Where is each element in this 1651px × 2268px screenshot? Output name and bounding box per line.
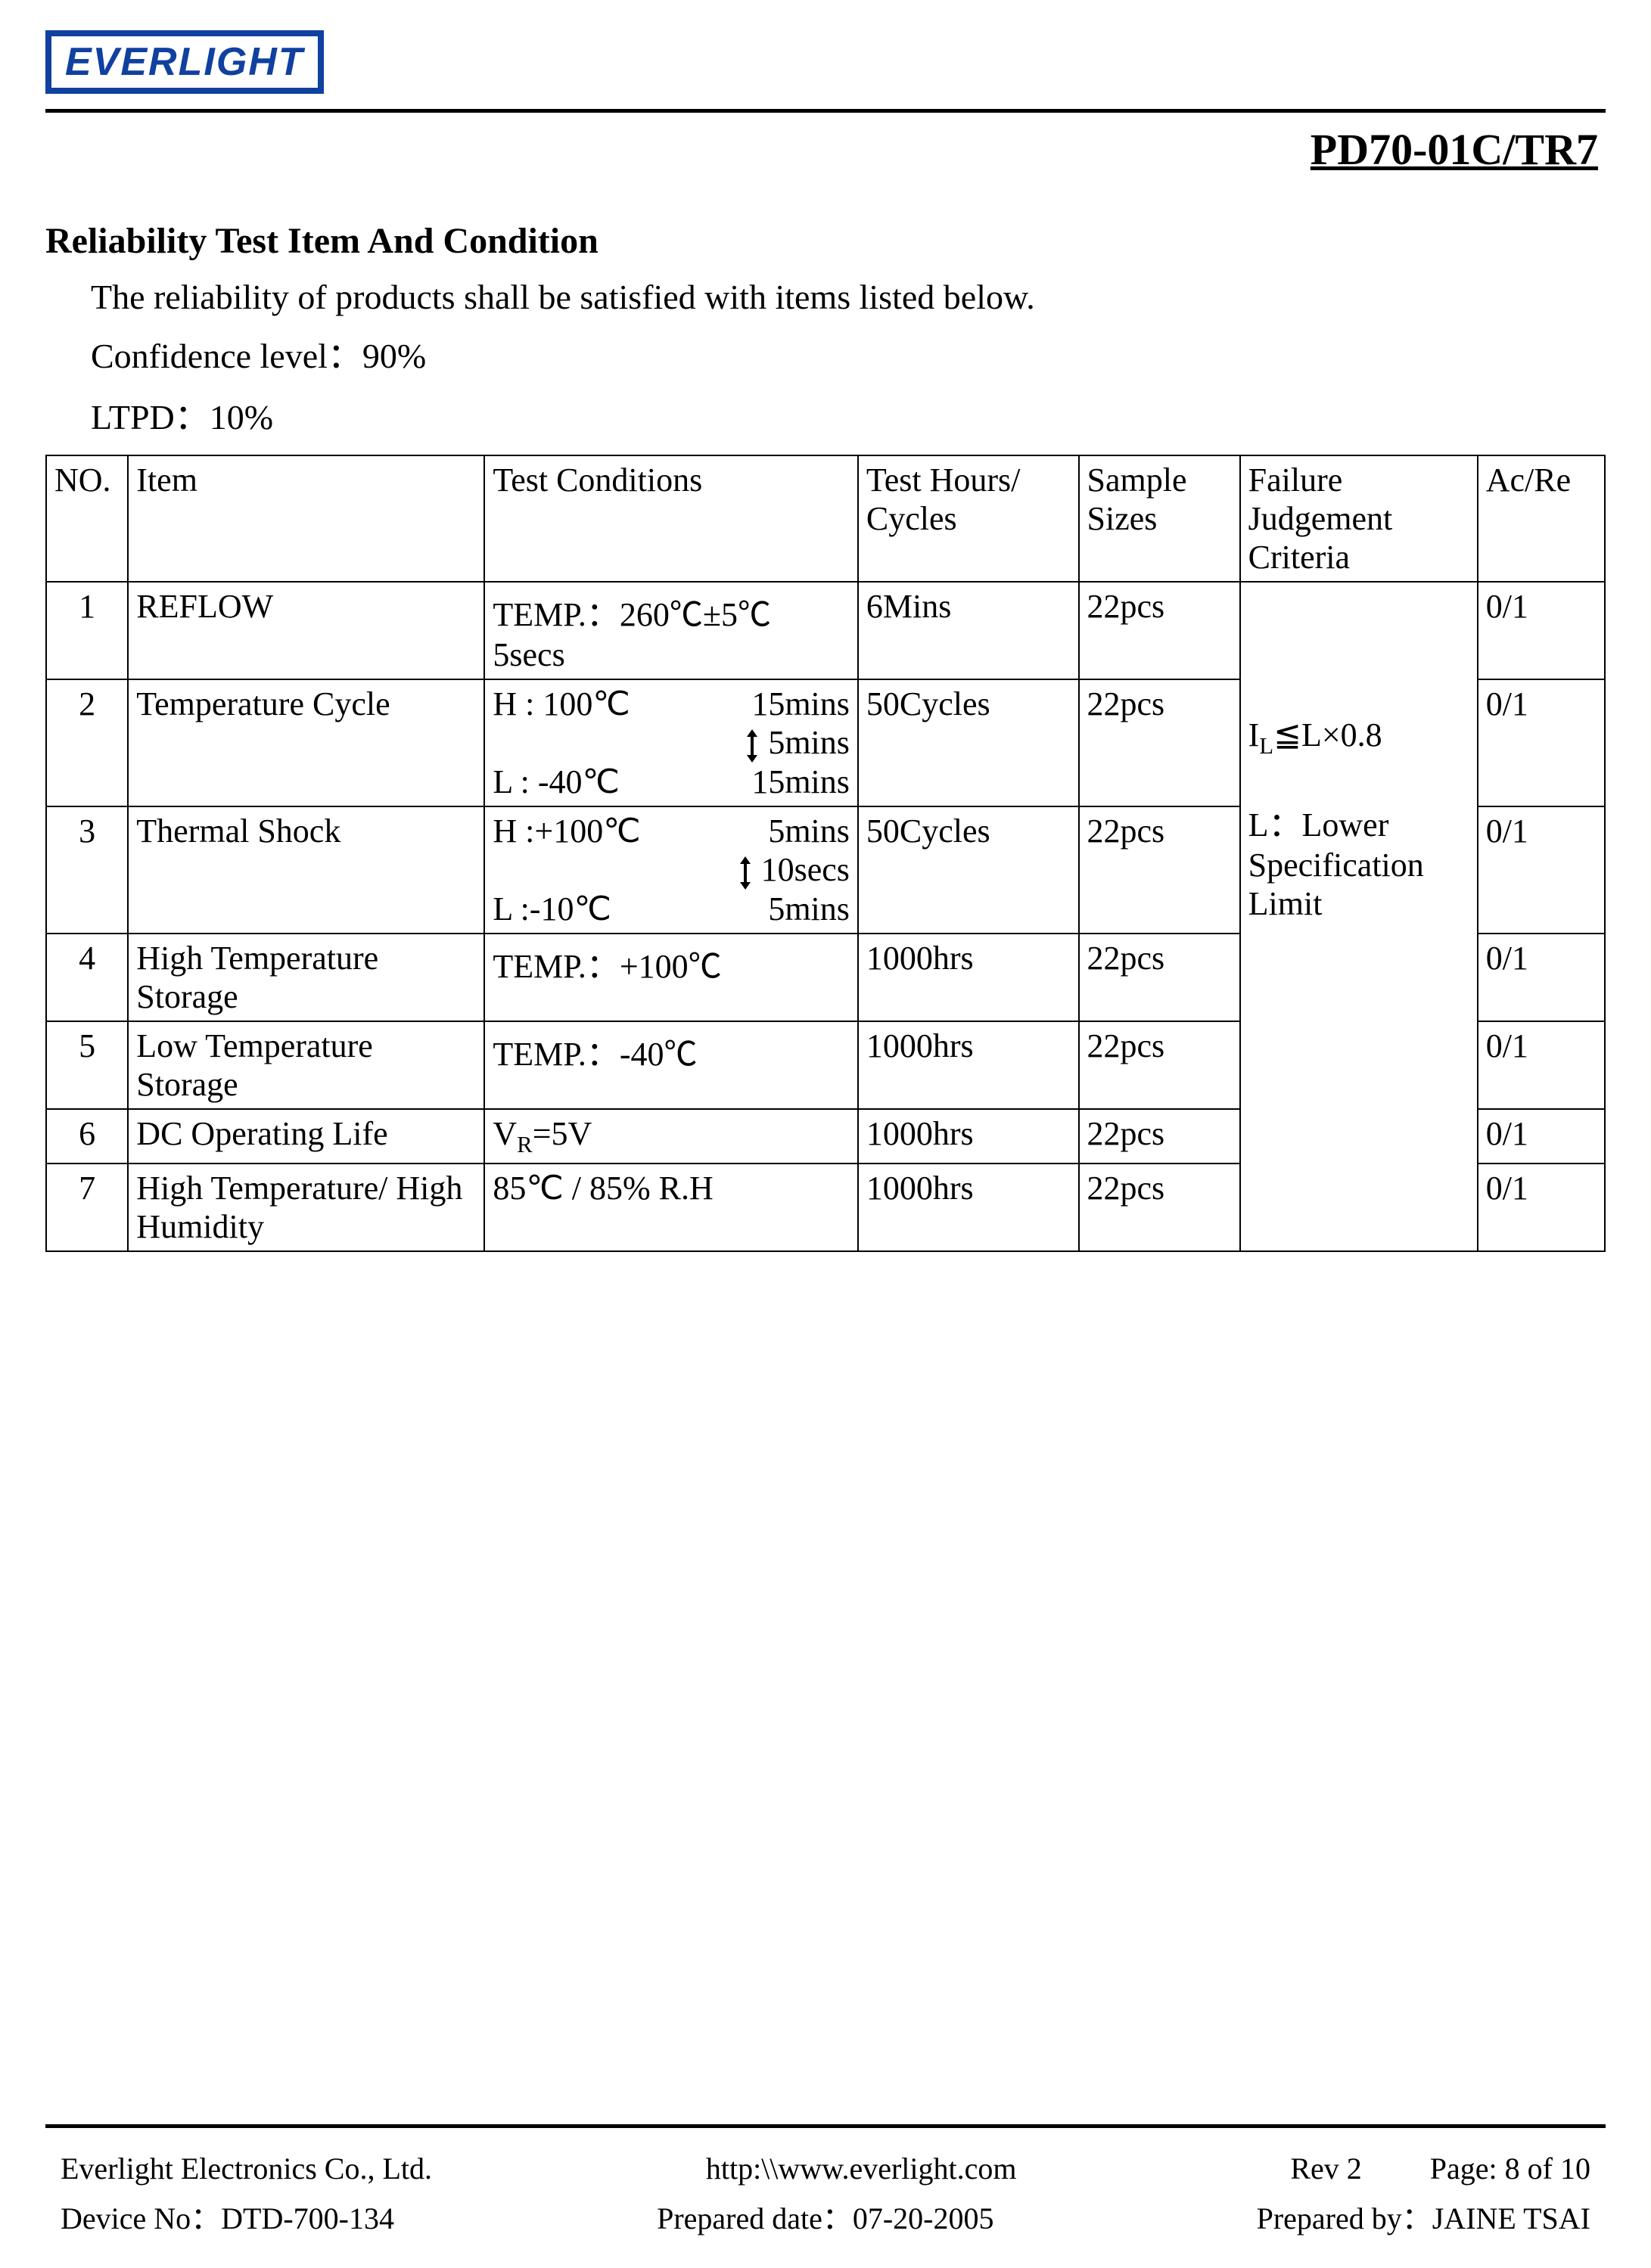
table-row: 1 REFLOW TEMP.：260℃±5℃ 5secs 6Mins 22pcs… [46, 582, 1605, 679]
cell-acre: 0/1 [1478, 1164, 1605, 1251]
cond-mid: 5mins [745, 723, 850, 763]
col-cond: Test Conditions [484, 455, 858, 582]
cell-no: 1 [46, 582, 128, 679]
cell-item: REFLOW [128, 582, 484, 679]
cell-acre: 0/1 [1478, 806, 1605, 934]
cell-no: 5 [46, 1021, 128, 1109]
criteria-line3: Specification [1248, 846, 1469, 884]
cond-h-right: 15mins [751, 685, 850, 723]
cell-hours: 1000hrs [858, 1021, 1079, 1109]
header-rule [45, 109, 1606, 113]
col-acre: Ac/Re [1478, 455, 1605, 582]
footer-company: Everlight Electronics Co., Ltd. [61, 2151, 432, 2186]
cond-mid-right: 10secs [761, 851, 850, 888]
col-item: Item [128, 455, 484, 582]
cell-hours: 50Cycles [858, 679, 1079, 806]
cell-sample: 22pcs [1079, 679, 1240, 806]
footer-rule [45, 2124, 1606, 2128]
cell-item: Temperature Cycle [128, 679, 484, 806]
cell-sample: 22pcs [1079, 1109, 1240, 1164]
criteria-rest: ≦L×0.8 [1273, 716, 1382, 753]
ltpd-text: LTPD：10% [91, 390, 1606, 440]
cell-no: 7 [46, 1164, 128, 1251]
criteria-line2: L：Lower [1248, 797, 1469, 846]
cell-hours: 6Mins [858, 582, 1079, 679]
cell-cond: H :+100℃ 5mins 10secs L :-10℃ 5mins [484, 806, 858, 934]
updown-arrow-icon [738, 856, 753, 890]
cell-cond: TEMP.：+100℃ [484, 934, 858, 1021]
confidence-text: Confidence level：90% [91, 328, 1606, 378]
col-sample: Sample Sizes [1079, 455, 1240, 582]
cond-h-left: H :+100℃ [493, 812, 640, 850]
vr-prefix: V [493, 1115, 517, 1152]
intro-text: The reliability of products shall be sat… [91, 277, 1606, 317]
footer-rev: Rev 2 [1290, 2151, 1361, 2186]
cell-criteria: IL≦L×0.8 L：Lower Specification Limit [1240, 582, 1478, 1251]
cell-no: 3 [46, 806, 128, 934]
cell-acre: 0/1 [1478, 1021, 1605, 1109]
cell-sample: 22pcs [1079, 1164, 1240, 1251]
cell-item: Low Temperature Storage [128, 1021, 484, 1109]
vr-suffix: =5V [533, 1115, 592, 1152]
page-footer: Everlight Electronics Co., Ltd. http:\\w… [45, 2124, 1606, 2245]
cell-item: High Temperature Storage [128, 934, 484, 1021]
cell-hours: 1000hrs [858, 1164, 1079, 1251]
cell-cond: VR=5V [484, 1109, 858, 1164]
cell-sample: 22pcs [1079, 934, 1240, 1021]
criteria-line4: Limit [1248, 884, 1469, 923]
cell-acre: 0/1 [1478, 1109, 1605, 1164]
cond-mid-right: 5mins [768, 724, 850, 761]
cell-cond: 85℃ / 85% R.H [484, 1164, 858, 1251]
cond-h-right: 5mins [768, 812, 850, 850]
cond-l-left: L : -40℃ [493, 763, 620, 801]
col-no: NO. [46, 455, 128, 582]
part-number: PD70-01C/TR7 [45, 124, 1598, 175]
company-logo: EVERLIGHT [45, 30, 324, 94]
reliability-table: NO. Item Test Conditions Test Hours/ Cyc… [45, 455, 1606, 1252]
datasheet-page: EVERLIGHT PD70-01C/TR7 Reliability Test … [0, 0, 1651, 2268]
section-title: Reliability Test Item And Condition [45, 220, 1606, 262]
cell-sample: 22pcs [1079, 806, 1240, 934]
footer-date: Prepared date：07-20-2005 [657, 2194, 993, 2238]
logo-text: EVERLIGHT [65, 40, 304, 84]
cell-item: DC Operating Life [128, 1109, 484, 1164]
col-hours: Test Hours/ Cycles [858, 455, 1079, 582]
footer-device: Device No：DTD-700-134 [61, 2194, 394, 2238]
criteria-sub: L [1259, 733, 1273, 759]
criteria-symbol: I [1248, 716, 1260, 753]
cell-hours: 50Cycles [858, 806, 1079, 934]
cell-cond: TEMP.：260℃±5℃ 5secs [484, 582, 858, 679]
updown-arrow-icon [745, 729, 760, 763]
cell-sample: 22pcs [1079, 1021, 1240, 1109]
cell-cond: H : 100℃ 15mins 5mins L : -40℃ 15mins [484, 679, 858, 806]
footer-prepared: Prepared by：JAINE TSAI [1257, 2194, 1590, 2238]
cond-l-right: 5mins [768, 890, 850, 928]
cell-acre: 0/1 [1478, 582, 1605, 679]
table-header-row: NO. Item Test Conditions Test Hours/ Cyc… [46, 455, 1605, 582]
vr-sub: R [517, 1132, 533, 1157]
cond-l-left: L :-10℃ [493, 890, 611, 928]
cell-no: 6 [46, 1109, 128, 1164]
footer-row-1: Everlight Electronics Co., Ltd. http:\\w… [45, 2151, 1606, 2186]
cond-mid: 10secs [738, 850, 850, 890]
cell-acre: 0/1 [1478, 934, 1605, 1021]
cell-cond: TEMP.：-40℃ [484, 1021, 858, 1109]
footer-row-2: Device No：DTD-700-134 Prepared date：07-2… [45, 2194, 1606, 2238]
footer-page: Page: 8 of 10 [1430, 2151, 1590, 2186]
col-criteria: Failure Judgement Criteria [1240, 455, 1478, 582]
cell-item: High Temperature/ High Humidity [128, 1164, 484, 1251]
cell-sample: 22pcs [1079, 582, 1240, 679]
cell-no: 2 [46, 679, 128, 806]
cell-acre: 0/1 [1478, 679, 1605, 806]
footer-url: http:\\www.everlight.com [706, 2151, 1017, 2186]
cell-no: 4 [46, 934, 128, 1021]
cell-hours: 1000hrs [858, 934, 1079, 1021]
cond-h-left: H : 100℃ [493, 685, 630, 723]
cell-item: Thermal Shock [128, 806, 484, 934]
cell-hours: 1000hrs [858, 1109, 1079, 1164]
cond-l-right: 15mins [751, 763, 850, 801]
